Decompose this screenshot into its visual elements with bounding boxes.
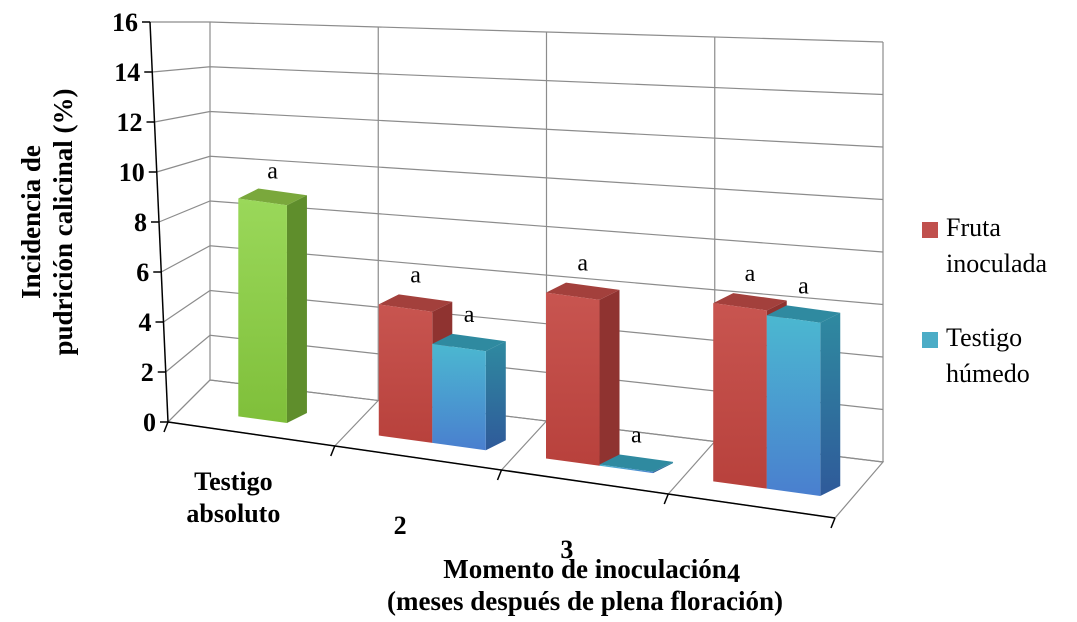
bar-1-3-side xyxy=(820,312,841,496)
x-category-label: 2 xyxy=(394,511,407,540)
y-tick-label: 2 xyxy=(141,358,154,387)
x-axis-title: Momento de inoculación (meses después de … xyxy=(387,554,783,616)
y-tick-label: 16 xyxy=(112,8,138,37)
y-tick-label: 6 xyxy=(136,258,149,287)
gridline-12 xyxy=(154,110,884,148)
bar-1-2-front xyxy=(599,464,654,474)
bar-1-2-top xyxy=(599,454,674,472)
x-tick-mark xyxy=(163,421,169,433)
y-tick-label: 12 xyxy=(117,108,143,137)
bar-0-2-top xyxy=(546,282,620,300)
legend-entry: Testigo húmedo xyxy=(946,323,1030,388)
y-tick-label: 0 xyxy=(143,408,156,437)
x-tick-mark xyxy=(663,493,669,505)
bar-0-2 xyxy=(546,282,620,466)
bar-1-2 xyxy=(599,454,674,474)
floor-sep-1 xyxy=(334,400,379,447)
data-label: a xyxy=(464,302,475,328)
bar-1-3-top xyxy=(766,305,841,323)
data-label: a xyxy=(798,273,809,299)
x-category-label: Testigo absoluto xyxy=(186,467,280,528)
y-axis-title: Incidencia depudrición calicinal (%) xyxy=(16,88,78,355)
bar-1-2-side xyxy=(653,461,674,474)
y-tick-label: 14 xyxy=(114,58,140,87)
bar-1-1-top xyxy=(432,333,506,352)
y-tick-label: 10 xyxy=(119,158,145,187)
y-tick-label: 8 xyxy=(134,208,147,237)
floor-sep-3 xyxy=(667,441,716,495)
x-category-label: 4 xyxy=(727,559,740,588)
bar-1-3 xyxy=(766,305,841,496)
bar-testigo-absoluto-side xyxy=(286,195,307,423)
gridline-16 xyxy=(150,21,884,43)
legend-swatch xyxy=(922,222,938,238)
bar-testigo-absoluto-top xyxy=(238,188,307,206)
legend-swatch xyxy=(922,332,938,348)
bar-0-1-front xyxy=(378,304,433,443)
bar-0-2-front xyxy=(546,292,600,466)
data-label: a xyxy=(577,251,588,277)
data-label: a xyxy=(267,159,278,185)
legend-entry: Fruta inoculada xyxy=(946,213,1048,278)
gridline-14 xyxy=(152,66,884,96)
bar-1-3-front xyxy=(766,315,821,496)
bar-1-1-front xyxy=(432,343,486,451)
x-tick-mark xyxy=(496,469,503,481)
bar-1-1-side xyxy=(485,341,506,451)
bar-0-2-side xyxy=(599,289,620,466)
x-tick-mark xyxy=(330,445,336,457)
y-tick-label: 4 xyxy=(139,308,152,337)
floor-sep-2 xyxy=(501,420,547,471)
bar-0-3-top xyxy=(713,293,787,311)
bar-testigo-absoluto-front xyxy=(238,198,287,423)
x-category-label: 3 xyxy=(560,535,573,564)
bar-testigo-absoluto xyxy=(238,188,307,423)
x-tick-mark xyxy=(830,517,836,529)
bar-0-3-front xyxy=(713,303,767,489)
data-label: a xyxy=(745,261,756,287)
bar-0-1-top xyxy=(378,294,453,312)
data-label: a xyxy=(410,262,421,288)
data-label: a xyxy=(631,423,642,449)
bar-1-1 xyxy=(432,333,506,451)
